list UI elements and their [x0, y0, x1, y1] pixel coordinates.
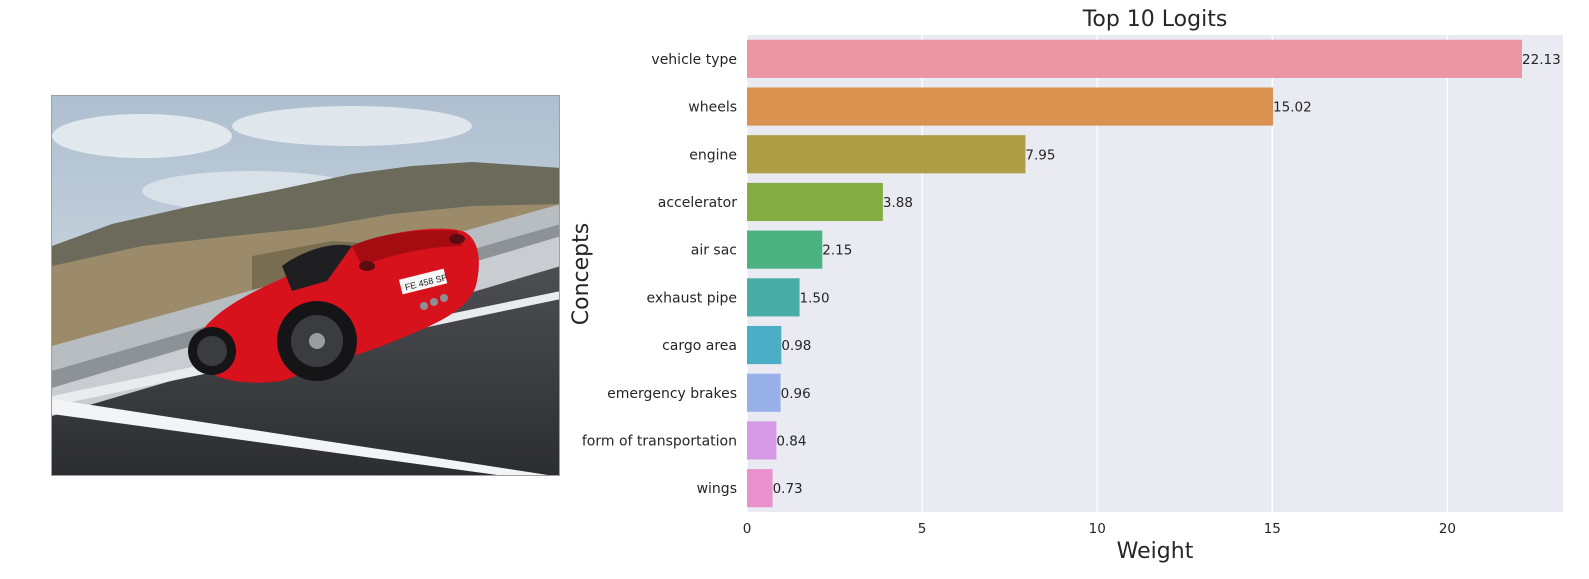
car-photo-drawing: FE 458 SP	[52, 96, 559, 475]
category-label: air sac	[691, 243, 737, 259]
bar-value-label: 7.95	[1025, 147, 1055, 163]
x-tick-label: 10	[1089, 521, 1106, 537]
x-ticks: 0 5 10 15 20	[743, 521, 1456, 537]
bar	[747, 325, 782, 365]
chart-title: Top 10 Logits	[1082, 7, 1228, 32]
category-label: wheels	[688, 100, 737, 116]
bar	[747, 421, 777, 460]
category-label: accelerator	[658, 195, 737, 211]
bar	[747, 469, 773, 508]
category-label: wings	[697, 481, 737, 497]
bar	[747, 230, 823, 269]
bars	[747, 39, 1523, 508]
bar-value-label: 0.84	[776, 433, 806, 449]
bar	[747, 182, 883, 222]
bar-value-label: 2.15	[822, 243, 852, 259]
bar-value-label: 15.02	[1273, 100, 1312, 116]
y-axis-label: Concepts	[569, 223, 594, 325]
bar	[747, 135, 1026, 174]
bar-value-label: 3.88	[883, 195, 913, 211]
car-photo: FE 458 SP	[51, 95, 560, 476]
bar-value-label: 0.98	[781, 338, 811, 354]
bar-value-label: 0.73	[773, 481, 803, 497]
category-label: emergency brakes	[607, 386, 737, 402]
category-label: form of transportation	[582, 433, 737, 449]
category-label: cargo area	[662, 338, 737, 354]
bar	[747, 373, 781, 412]
bar-value-label: 1.50	[800, 290, 830, 306]
bar	[747, 39, 1523, 78]
bar	[747, 278, 800, 317]
value-labels: 22.13 15.02 7.95 3.88 2.15 1.50 0.98 0.96 0.84 0.…	[773, 52, 1561, 497]
x-tick-label: 15	[1264, 521, 1281, 537]
x-tick-label: 0	[743, 521, 752, 537]
category-labels: vehicle type wheels engine accelerator air s…	[582, 52, 737, 497]
x-tick-label: 5	[918, 521, 927, 537]
bar-value-label: 22.13	[1522, 52, 1561, 68]
x-axis-label: Weight	[1117, 539, 1194, 564]
x-tick-label: 20	[1439, 521, 1456, 537]
category-label: vehicle type	[651, 52, 737, 68]
bar-value-label: 0.96	[781, 386, 811, 402]
category-label: engine	[689, 147, 737, 163]
category-label: exhaust pipe	[647, 290, 738, 306]
bar	[747, 87, 1274, 126]
